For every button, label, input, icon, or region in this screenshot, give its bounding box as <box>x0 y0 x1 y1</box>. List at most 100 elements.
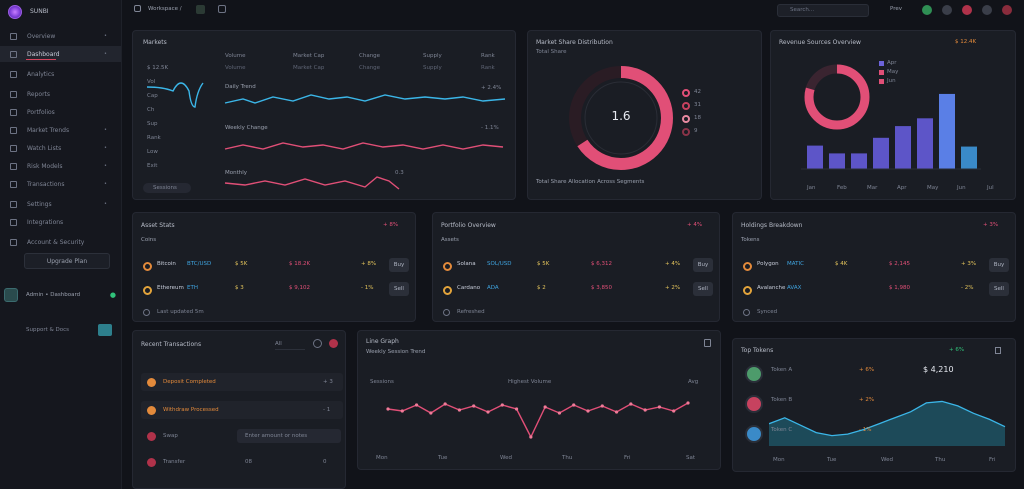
chat-icon[interactable] <box>98 324 112 336</box>
trend-label-1: Daily Trend <box>225 84 256 90</box>
transaction-label: Withdraw Processed <box>163 407 219 413</box>
brand-logo-icon[interactable] <box>8 5 22 19</box>
legend-swatch <box>682 115 690 123</box>
sidebar-item-6[interactable]: Watch Lists • <box>0 140 121 156</box>
sidebar-item-4[interactable]: Portfolios <box>0 104 121 120</box>
revenue-bar <box>961 146 977 169</box>
sidebar-item-0[interactable]: Overview • <box>0 28 121 44</box>
sidebar-item-label: Portfolios <box>27 108 55 116</box>
coin-name: Bitcoin <box>157 261 176 267</box>
sidebar-item-5[interactable]: Market Trends • <box>0 122 121 138</box>
sidebar-item-9[interactable]: Settings • <box>0 196 121 212</box>
transaction-label: Swap <box>163 433 178 439</box>
markets-left-label: Rank <box>147 135 161 141</box>
user-panel[interactable]: Admin • Dashboard ● <box>4 286 122 304</box>
clock-icon <box>743 309 750 316</box>
token-avatar-icon[interactable] <box>745 365 763 383</box>
sidebar-item-8[interactable]: Transactions • <box>0 176 121 192</box>
legend-value: 42 <box>694 89 701 95</box>
transaction-icon <box>147 406 156 415</box>
amount-input[interactable]: Enter amount or notes <box>237 429 341 443</box>
legend-swatch <box>682 128 690 136</box>
legend-value: 31 <box>694 102 701 108</box>
sidebar-item-7[interactable]: Risk Models • <box>0 158 121 174</box>
token-area-line <box>769 400 1006 437</box>
markets-left-label: Cap <box>147 93 158 99</box>
legend-swatch <box>682 89 690 97</box>
stat-card-footer: Refreshed <box>457 309 485 315</box>
token-avatar-icon[interactable] <box>745 425 763 443</box>
coin-name: Ethereum <box>157 285 184 291</box>
sidebar-item-11[interactable]: Account & Security <box>0 234 121 250</box>
export-icon[interactable] <box>704 339 711 347</box>
revenue-axis-label: Apr <box>897 185 907 191</box>
active-indicator <box>26 59 56 60</box>
sidebar-item-label: Reports <box>27 90 51 98</box>
trade-button[interactable]: Buy <box>989 258 1009 272</box>
brand-name: SUNBI <box>30 8 49 15</box>
trend-line-pink-2 <box>224 176 400 190</box>
prev-link[interactable]: Prev <box>890 6 902 12</box>
profile-icon[interactable] <box>982 5 992 15</box>
markets-col-sub: Market Cap <box>293 65 325 71</box>
sidebar-item-icon <box>10 180 17 188</box>
stat-card-footer: Synced <box>757 309 778 315</box>
sidebar-item-3[interactable]: Reports <box>0 86 121 102</box>
menu-icon[interactable] <box>134 5 141 12</box>
notification-icon[interactable] <box>962 5 972 15</box>
market-share-subtitle: Total Share <box>536 49 567 55</box>
session-point <box>400 409 404 413</box>
coin-code: MATIC <box>787 261 804 267</box>
sidebar-item-badge: • <box>104 145 107 151</box>
sidebar-item-icon <box>10 90 17 98</box>
trade-button[interactable]: Buy <box>389 258 409 272</box>
support-link[interactable]: Support & Docs <box>8 322 120 338</box>
window-icon[interactable] <box>218 5 226 13</box>
sidebar-item-1[interactable]: Dashboard • <box>0 46 121 62</box>
online-icon[interactable] <box>922 5 932 15</box>
line-label-1: Sessions <box>370 379 394 385</box>
settings-icon[interactable] <box>942 5 952 15</box>
trade-button[interactable]: Sell <box>989 282 1009 296</box>
revenue-axis-label: Jun <box>956 185 966 191</box>
session-line <box>387 402 689 439</box>
power-icon[interactable] <box>1002 5 1012 15</box>
markets-col-sub: Rank <box>481 65 495 71</box>
revenue-legend-swatch <box>879 79 884 84</box>
breadcrumb[interactable]: Workspace / <box>148 6 182 12</box>
transactions-filter[interactable]: All <box>275 341 305 350</box>
trade-button[interactable]: Sell <box>693 282 713 296</box>
transaction-label: Deposit Completed <box>163 379 216 385</box>
coin-change: - 1% <box>361 285 374 291</box>
trade-button[interactable]: Sell <box>389 282 409 296</box>
sidebar-item-label: Account & Security <box>27 238 85 246</box>
workspace-icon[interactable] <box>196 5 205 14</box>
transaction-row[interactable] <box>141 373 343 391</box>
refresh-icon[interactable] <box>313 339 322 348</box>
search-input[interactable]: Search... <box>777 4 869 17</box>
session-point <box>472 404 476 408</box>
revenue-axis-label: Feb <box>837 185 847 191</box>
sidebar-item-label: Settings <box>27 200 52 208</box>
expand-icon[interactable] <box>995 347 1001 354</box>
token-change: + 6% <box>859 367 875 373</box>
sidebar-item-icon <box>10 70 17 78</box>
coin-price: $ 9,102 <box>289 285 310 291</box>
token-avatar-icon[interactable] <box>745 395 763 413</box>
transaction-icon <box>147 458 156 467</box>
sidebar-item-10[interactable]: Integrations <box>0 214 121 230</box>
legend-swatch <box>682 102 690 110</box>
trade-button[interactable]: Buy <box>693 258 713 272</box>
alert-icon[interactable] <box>329 339 338 348</box>
markets-title: Markets <box>143 39 167 46</box>
sidebar-item-2[interactable]: Analytics <box>0 66 121 82</box>
session-point <box>643 408 647 412</box>
transaction-row[interactable] <box>141 401 343 419</box>
sessions-chip[interactable]: Sessions <box>143 183 191 193</box>
coin-value: $ 4K <box>835 261 848 267</box>
coin-value: $ 5K <box>235 261 248 267</box>
coin-change: + 4% <box>665 261 681 267</box>
support-label: Support & Docs <box>26 327 70 333</box>
upgrade-button[interactable]: Upgrade Plan <box>24 253 110 269</box>
line-x-label: Thu <box>562 455 573 461</box>
